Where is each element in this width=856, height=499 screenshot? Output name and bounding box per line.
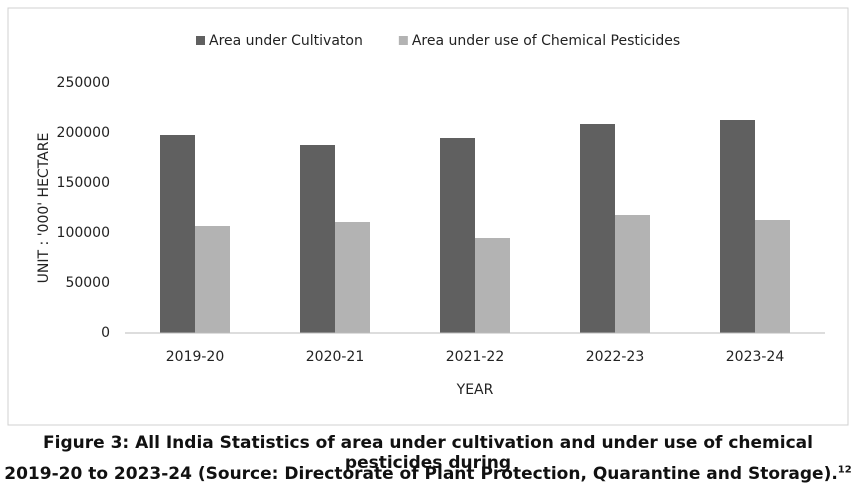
y-tick-label: 0 [101,325,110,341]
x-tick-label: 2019-20 [166,349,225,365]
bar [160,135,195,333]
y-axis-label: UNIT : '000' HECTARE [36,133,52,284]
chart-frame [7,7,849,426]
legend-swatch [196,36,205,45]
y-tick-label: 50000 [65,275,110,291]
y-tick-label: 200000 [57,125,110,141]
x-axis-label: YEAR [456,382,494,398]
legend-label: Area under Cultivaton [209,33,363,49]
y-tick-label: 100000 [57,225,110,241]
x-tick-label: 2021-22 [446,349,505,365]
y-tick-label: 150000 [57,175,110,191]
x-tick-label: 2022-23 [586,349,645,365]
bar [615,215,650,333]
legend-label: Area under use of Chemical Pesticides [412,33,680,49]
x-tick-label: 2023-24 [726,349,785,365]
bar [195,226,230,333]
bar [475,238,510,333]
x-tick-label: 2020-21 [306,349,365,365]
bar [720,120,755,333]
caption-line: 2019-20 to 2023-24 (Source: Directorate … [0,464,856,484]
legend-swatch [398,36,408,45]
caption-line: Figure 3: All India Statistics of area u… [43,433,813,473]
bar [755,220,790,333]
bar [580,124,615,333]
bar [335,222,370,333]
bar [300,145,335,333]
y-tick-label: 250000 [57,75,110,91]
chart: YEAR UNIT : '000' HECTARE 0 50000 100000 15… [7,7,849,426]
caption-text: 2019-20 to 2023-24 (Source: Directorate … [4,464,838,484]
bar [440,138,475,333]
caption-reference: 12 [837,464,852,476]
